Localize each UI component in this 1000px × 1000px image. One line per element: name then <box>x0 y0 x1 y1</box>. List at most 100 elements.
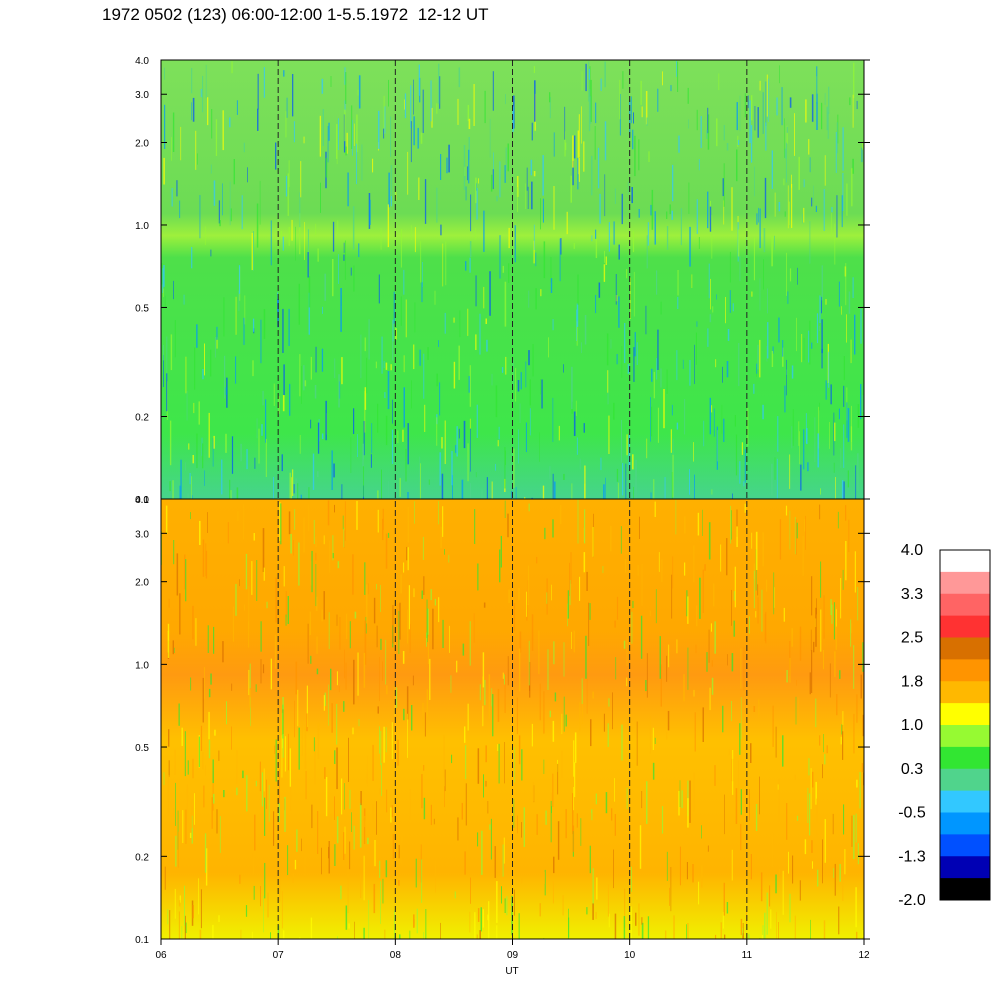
lower-streak <box>353 659 355 705</box>
lower-streak <box>697 512 700 536</box>
upper-streak <box>287 173 289 216</box>
upper-streak <box>501 367 504 373</box>
colorbar-label: -2.0 <box>898 892 926 909</box>
upper-streak <box>788 201 790 225</box>
lower-streak <box>489 814 490 821</box>
lower-streak <box>457 817 459 841</box>
lower-streak <box>413 588 415 598</box>
upper-streak <box>677 296 679 309</box>
upper-streak <box>709 397 711 435</box>
upper-streak <box>363 421 365 456</box>
lower-streak <box>270 658 272 690</box>
upper-streak <box>464 166 466 176</box>
upper-streak <box>696 199 698 234</box>
upper-streak <box>573 135 576 159</box>
upper-streak <box>559 238 561 282</box>
lower-streak <box>379 656 380 702</box>
lower-streak <box>377 509 379 533</box>
upper-streak <box>816 313 819 344</box>
upper-streak <box>346 132 348 154</box>
upper-streak <box>468 118 471 129</box>
lower-streak <box>483 602 486 608</box>
lower-streak <box>731 510 732 540</box>
lower-streak <box>583 527 585 542</box>
lower-streak <box>294 700 295 738</box>
upper-streak <box>558 425 560 441</box>
lower-streak <box>163 772 165 786</box>
upper-streak <box>739 461 741 484</box>
lower-streak <box>526 604 528 621</box>
lower-streak <box>508 589 510 604</box>
upper-streak <box>578 157 580 182</box>
lower-streak <box>842 711 844 732</box>
lower-streak <box>826 842 828 857</box>
lower-streak <box>262 664 265 674</box>
lower-streak <box>574 762 576 798</box>
upper-streak <box>759 339 761 378</box>
upper-streak <box>654 211 656 245</box>
upper-streak <box>657 329 659 370</box>
lower-streak <box>687 647 689 690</box>
y-tick-label: 3.0 <box>135 90 149 101</box>
upper-streak <box>581 106 582 144</box>
lower-streak <box>845 541 847 581</box>
upper-streak <box>344 240 346 280</box>
upper-streak <box>694 474 695 499</box>
lower-streak <box>791 628 793 647</box>
upper-streak <box>750 125 753 163</box>
upper-streak <box>216 337 218 349</box>
upper-streak <box>164 295 166 308</box>
upper-streak <box>581 71 583 91</box>
lower-streak <box>621 724 623 761</box>
upper-streak <box>321 348 324 372</box>
lower-streak <box>491 688 493 707</box>
upper-streak <box>251 233 253 271</box>
lower-streak <box>561 750 563 779</box>
lower-streak <box>608 913 610 928</box>
upper-streak <box>595 102 597 124</box>
upper-streak <box>185 462 186 471</box>
lower-streak <box>275 577 277 623</box>
colorbar-segment <box>940 703 990 726</box>
lower-streak <box>296 829 298 852</box>
lower-streak <box>380 881 381 924</box>
lower-streak <box>298 822 300 833</box>
upper-streak <box>722 366 723 383</box>
lower-streak <box>214 729 216 736</box>
lower-streak <box>630 906 632 939</box>
upper-streak <box>497 440 499 447</box>
lower-streak <box>178 911 180 939</box>
lower-streak <box>839 864 841 882</box>
upper-streak <box>789 454 791 489</box>
upper-streak <box>828 86 830 114</box>
lower-streak <box>750 743 752 763</box>
lower-streak <box>479 684 481 701</box>
upper-streak <box>395 328 397 340</box>
colorbar-segment <box>940 637 990 660</box>
upper-streak <box>392 320 394 361</box>
upper-streak <box>854 314 856 355</box>
lower-streak <box>749 789 750 821</box>
upper-streak <box>492 169 494 190</box>
upper-streak <box>757 344 759 370</box>
lower-streak <box>294 859 297 870</box>
upper-streak <box>358 75 361 109</box>
upper-streak <box>694 344 695 384</box>
upper-streak <box>204 470 205 486</box>
upper-streak <box>759 80 761 91</box>
lower-streak <box>579 576 581 601</box>
upper-streak <box>627 364 630 374</box>
lower-streak <box>403 708 405 721</box>
lower-streak <box>726 538 728 576</box>
lower-streak <box>659 636 661 679</box>
upper-streak <box>289 383 291 416</box>
upper-streak <box>708 263 710 299</box>
upper-streak <box>299 435 301 454</box>
upper-streak <box>293 121 295 143</box>
upper-streak <box>495 463 496 471</box>
upper-streak <box>851 168 853 207</box>
upper-streak <box>672 454 674 498</box>
upper-streak <box>317 248 319 262</box>
lower-streak <box>263 768 265 792</box>
lower-streak <box>614 814 616 836</box>
